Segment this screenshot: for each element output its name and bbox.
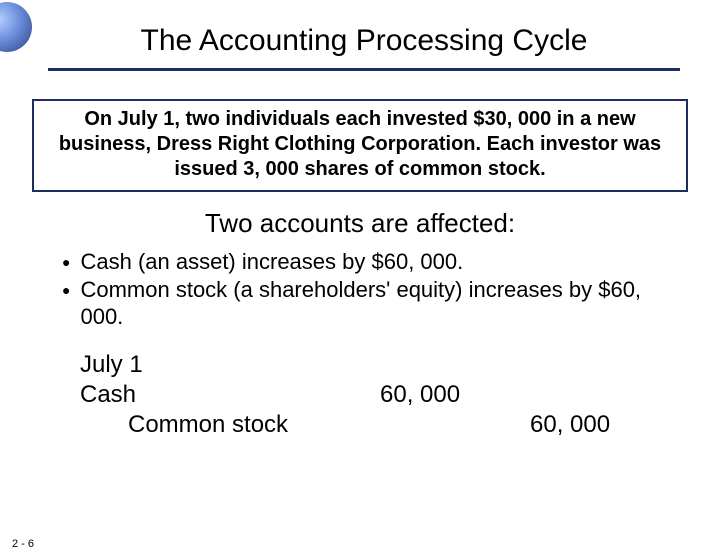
title-underline	[48, 68, 680, 71]
bullet-text: Common stock (a shareholders' equity) in…	[80, 277, 676, 330]
bullet-icon: ●	[62, 249, 70, 275]
title-block: The Accounting Processing Cycle	[48, 20, 680, 71]
list-item: ● Cash (an asset) increases by $60, 000.	[62, 249, 676, 275]
bullet-text: Cash (an asset) increases by $60, 000.	[80, 249, 463, 275]
journal-entry: July 1 Cash 60, 000 Common stock 60, 000	[80, 350, 680, 440]
list-item: ● Common stock (a shareholders' equity) …	[62, 277, 676, 330]
scenario-text: On July 1, two individuals each invested…	[50, 107, 670, 182]
journal-debit-row: Cash 60, 000	[80, 380, 680, 410]
journal-credit-row: Common stock 60, 000	[80, 410, 680, 440]
journal-credit-account: Common stock	[80, 410, 380, 440]
affected-heading: Two accounts are affected:	[0, 208, 720, 239]
bullet-icon: ●	[62, 277, 70, 303]
bullet-list: ● Cash (an asset) increases by $60, 000.…	[62, 249, 676, 330]
scenario-box: On July 1, two individuals each invested…	[32, 99, 688, 192]
journal-debit-account: Cash	[80, 380, 380, 410]
corner-accent-icon	[0, 2, 32, 52]
journal-debit-amount: 60, 000	[380, 380, 500, 410]
journal-date: July 1	[80, 350, 380, 380]
journal-credit-amount: 60, 000	[530, 410, 650, 440]
slide-title: The Accounting Processing Cycle	[48, 20, 680, 68]
journal-date-row: July 1	[80, 350, 680, 380]
